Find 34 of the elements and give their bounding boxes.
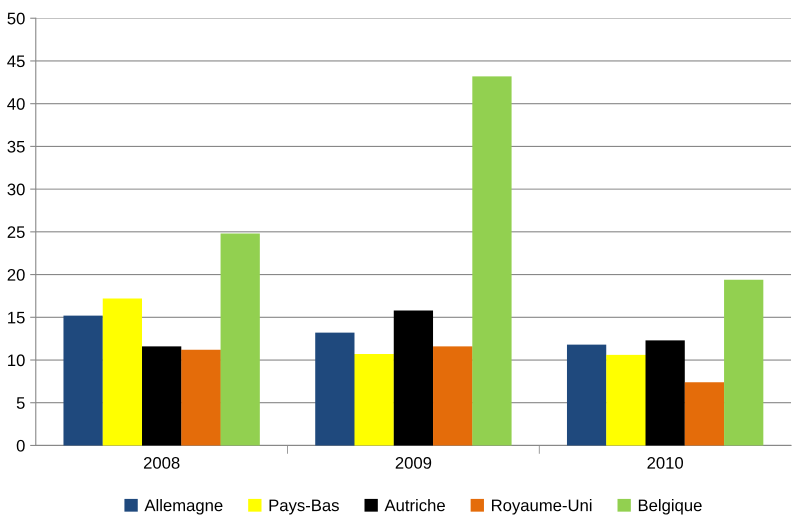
x-tick-label: 2009 <box>396 457 432 469</box>
y-tick-label: 50 <box>7 12 25 24</box>
bar <box>472 76 512 446</box>
bar <box>315 332 354 446</box>
legend-label: Allemagne <box>144 498 222 515</box>
bar <box>433 346 472 446</box>
bar <box>142 346 182 446</box>
bar <box>354 354 394 446</box>
legend-label: Belgique <box>638 498 702 515</box>
bar <box>63 316 103 446</box>
legend-label: Autriche <box>384 498 445 512</box>
y-tick-label: 45 <box>7 56 25 68</box>
y-tick-label: 25 <box>8 226 25 238</box>
bar <box>724 280 764 446</box>
y-tick-label: 10 <box>8 354 25 366</box>
bar <box>646 340 685 446</box>
y-tick-label: 15 <box>8 312 25 324</box>
x-tick-label: 2010 <box>647 457 684 469</box>
legend-label: Royaume-Uni <box>492 498 592 515</box>
x-tick-label: 2008 <box>144 457 180 469</box>
bar <box>181 350 221 446</box>
bar <box>606 354 646 446</box>
y-tick-label: 5 <box>16 397 25 409</box>
y-tick-label: 35 <box>7 140 25 153</box>
bar <box>220 234 260 446</box>
y-tick-label: 30 <box>7 184 25 196</box>
bar <box>394 310 434 446</box>
y-tick-label: 20 <box>8 268 25 281</box>
bar <box>102 298 142 446</box>
bar <box>684 382 724 446</box>
bar <box>566 344 606 446</box>
y-tick-label: 40 <box>7 98 25 110</box>
legend-label: Pays-Bas <box>270 500 339 515</box>
y-tick-label: 0 <box>16 440 25 452</box>
